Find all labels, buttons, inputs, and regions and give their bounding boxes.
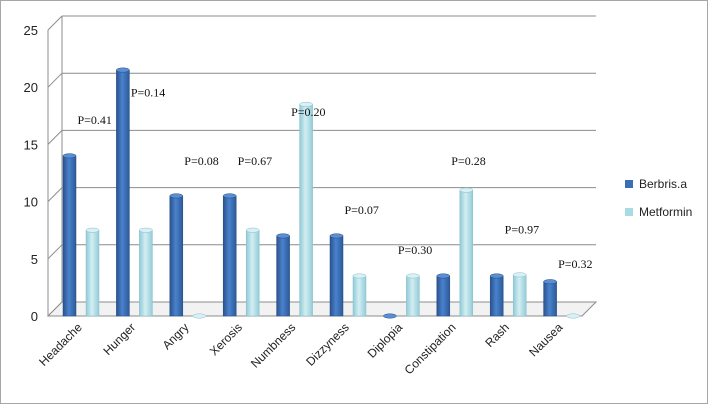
- gridline-depth: [47, 72, 63, 88]
- bar-hunger-metformin-cap: [139, 227, 153, 233]
- y-tick-label: 5: [31, 252, 38, 267]
- bar-constipation-berbris-cap: [436, 273, 451, 279]
- bar-nausea-berbris: [543, 281, 557, 317]
- x-tick-label: Headache: [36, 320, 85, 369]
- bar-hunger-berbris-cap: [116, 67, 130, 73]
- x-tick-label: Angry: [160, 320, 192, 352]
- bar-headache-berbris: [62, 155, 77, 317]
- p-value-label: P=0.08: [184, 154, 218, 168]
- bar-rash-metformin: [512, 274, 527, 317]
- bar-angry-berbris: [169, 195, 184, 317]
- x-tick-label: Xerosis: [207, 320, 245, 358]
- bars: [62, 67, 580, 319]
- gridline-depth: [47, 187, 63, 202]
- legend-swatch: [625, 180, 633, 188]
- bar-rash-metformin-cap: [512, 272, 527, 278]
- bar-numbness-berbris-cap: [276, 233, 290, 239]
- bar-dizzyness-berbris: [329, 235, 344, 317]
- bar-headache-metformin-cap: [85, 227, 100, 233]
- y-tick-label: 15: [24, 137, 38, 152]
- x-tick-label: Constipation: [402, 320, 459, 377]
- bar-angry-metformin-cap: [192, 313, 207, 319]
- bar-nausea-berbris-cap: [543, 279, 557, 285]
- p-value-label: P=0.14: [131, 85, 165, 99]
- p-value-annotations: P=0.41 P=0.14 P=0.08 P=0.67 P=0.20 P=0.07 P=0.…: [77, 85, 592, 271]
- y-tick-label: 20: [24, 80, 38, 95]
- bar-hunger-berbris: [116, 69, 130, 317]
- bar-dizzyness-metformin: [352, 275, 367, 317]
- bar-constipation-berbris: [436, 275, 451, 317]
- y-tick-label: 25: [24, 23, 38, 38]
- bar-numbness-berbris: [276, 235, 290, 317]
- bar-numbness-metformin-cap: [299, 101, 313, 107]
- legend-swatch: [625, 208, 633, 216]
- y-tick-label: 0: [31, 309, 38, 324]
- y-tick-label: 10: [24, 195, 38, 210]
- p-value-label: P=0.32: [558, 257, 592, 271]
- p-value-label: P=0.41: [77, 113, 111, 127]
- bar-xerosis-metformin: [245, 229, 260, 317]
- x-tick-label: Rash: [482, 320, 512, 350]
- bar-headache-berbris-cap: [62, 153, 77, 159]
- p-value-label: P=0.67: [238, 154, 272, 168]
- bar-angry-berbris-cap: [169, 193, 184, 199]
- p-value-label: P=0.28: [451, 154, 485, 168]
- p-value-label: P=0.30: [398, 243, 432, 257]
- x-tick-label: Dizzyness: [303, 320, 352, 369]
- x-tick-label: Diplopia: [365, 320, 406, 361]
- x-tick-label: Hunger: [100, 320, 138, 358]
- bar-dizzyness-berbris-cap: [329, 233, 344, 239]
- gridline-depth: [47, 130, 63, 145]
- y-axis: 0 5 10 15 20 25: [24, 16, 63, 324]
- bar-constipation-metformin: [459, 189, 474, 317]
- legend: Berbris.a Metformin: [625, 177, 692, 219]
- bar-xerosis-metformin-cap: [245, 227, 260, 233]
- bar-rash-berbris: [489, 275, 504, 317]
- bar-dizzyness-metformin-cap: [352, 273, 367, 279]
- bar-numbness-metformin: [299, 104, 313, 317]
- legend-label: Berbris.a: [639, 177, 687, 191]
- bar-diplopia-berbris-cap: [383, 313, 397, 319]
- legend-label: Metformin: [639, 205, 692, 219]
- p-value-label: P=0.97: [505, 223, 539, 237]
- bar-rash-berbris-cap: [489, 273, 504, 279]
- bar-headache-metformin: [85, 229, 100, 317]
- bar-diplopia-metformin: [406, 275, 420, 317]
- p-value-label: P=0.20: [291, 105, 325, 119]
- bar-xerosis-berbris-cap: [222, 193, 237, 199]
- x-tick-label: Numbness: [248, 320, 298, 370]
- bar-constipation-metformin-cap: [459, 187, 474, 193]
- x-tick-label: Nausea: [526, 320, 565, 359]
- gridlines: [47, 15, 596, 317]
- bar-nausea-metformin-cap: [566, 313, 580, 319]
- bar-diplopia-metformin-cap: [406, 273, 420, 279]
- gridline-depth: [47, 244, 63, 260]
- gridline-depth: [47, 15, 63, 31]
- p-value-label: P=0.07: [344, 203, 378, 217]
- bar-hunger-metformin: [139, 229, 153, 317]
- category-labels: Headache Hunger Angry Xerosis Numbness Dizzyn…: [36, 320, 565, 377]
- bar-xerosis-berbris: [222, 195, 237, 317]
